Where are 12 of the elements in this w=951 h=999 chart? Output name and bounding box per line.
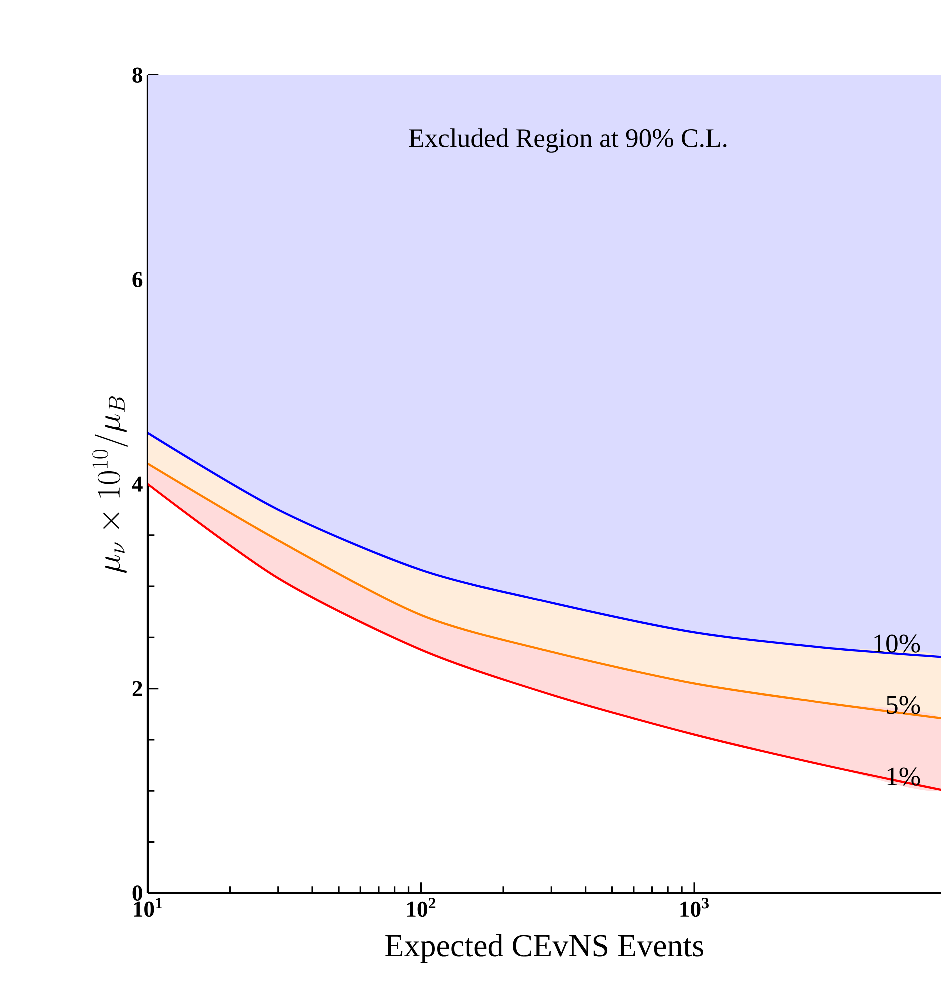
y-tick-label: 2 xyxy=(132,681,142,696)
x-axis-title: Expected CEvNS Events xyxy=(386,934,704,964)
y-tick-label: 4 xyxy=(132,476,143,492)
y-tick-label: 6 xyxy=(132,272,143,288)
y-tick-label: 8 xyxy=(132,68,143,83)
x-tick-label: 10$^{2}$ xyxy=(407,898,436,918)
annotation: Excluded Region at 90% C.L. xyxy=(409,128,727,153)
x-tick-label: 10$^{3}$ xyxy=(680,898,709,918)
series-label: 5% xyxy=(887,696,920,714)
series-label: 1% xyxy=(888,768,920,786)
y-axis-title: $\mu_\nu \times 10^{10}/\mu_B$ xyxy=(92,396,128,574)
series-label: 10% xyxy=(874,634,920,653)
